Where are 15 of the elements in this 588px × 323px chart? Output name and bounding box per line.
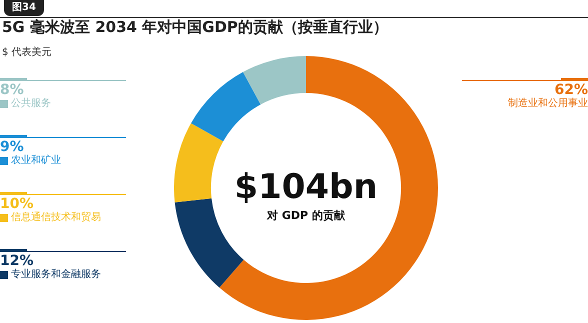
text: 对 GDP 的贡献 [266,208,346,223]
legend-label: 公共服务 [11,98,51,110]
data-label: 8% [0,82,24,98]
chart-subtitle: $ 代表美元 [2,46,52,59]
data-label: 12% [0,253,35,269]
caption: 图34 [4,0,44,16]
data-label: 9% [0,139,24,155]
legend-label: 农业和矿业 [11,155,61,167]
text: $104bn [233,167,379,207]
legend-label: 专业服务和金融服务 [11,269,101,281]
slice-label: 制造业和公用事业 [507,98,588,110]
chart-title: 5G 毫米波至 2034 年对中国GDP的贡献（按垂直行业） [2,18,388,37]
data-label: 62% [553,82,588,98]
data-label: 10% [0,196,34,212]
legend-label: 信息通信技术和贸易 [11,212,101,224]
